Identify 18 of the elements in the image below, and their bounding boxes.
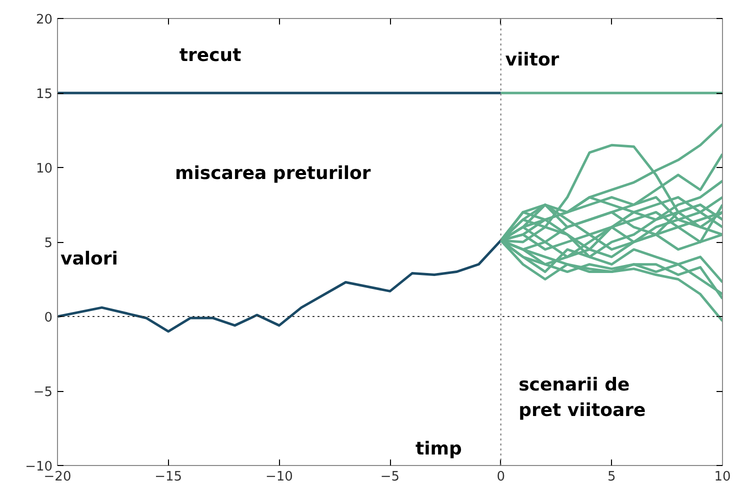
x-tick-label: −15 — [154, 470, 182, 484]
annotation: trecut — [179, 45, 242, 66]
y-tick-label: 5 — [44, 236, 53, 251]
x-axis-title: timp — [416, 438, 462, 460]
annotation: viitor — [505, 50, 560, 71]
y-axis-title: valori — [60, 248, 118, 270]
x-tick-label: −10 — [265, 470, 293, 484]
y-tick-label: 15 — [36, 87, 53, 102]
y-tick-label: 10 — [36, 162, 53, 176]
y-tick-label: 20 — [36, 12, 53, 28]
y-tick-label: −5 — [33, 385, 53, 400]
annotation: scenarii de pret viitoare — [518, 374, 646, 421]
x-tick-label: −5 — [380, 470, 400, 484]
annotation: miscarea preturilor — [174, 162, 371, 184]
x-tick-label: 10 — [714, 470, 731, 484]
x-tick-label: 5 — [608, 470, 616, 484]
x-tick-label: 0 — [496, 470, 505, 484]
y-tick-label: 0 — [44, 310, 53, 326]
